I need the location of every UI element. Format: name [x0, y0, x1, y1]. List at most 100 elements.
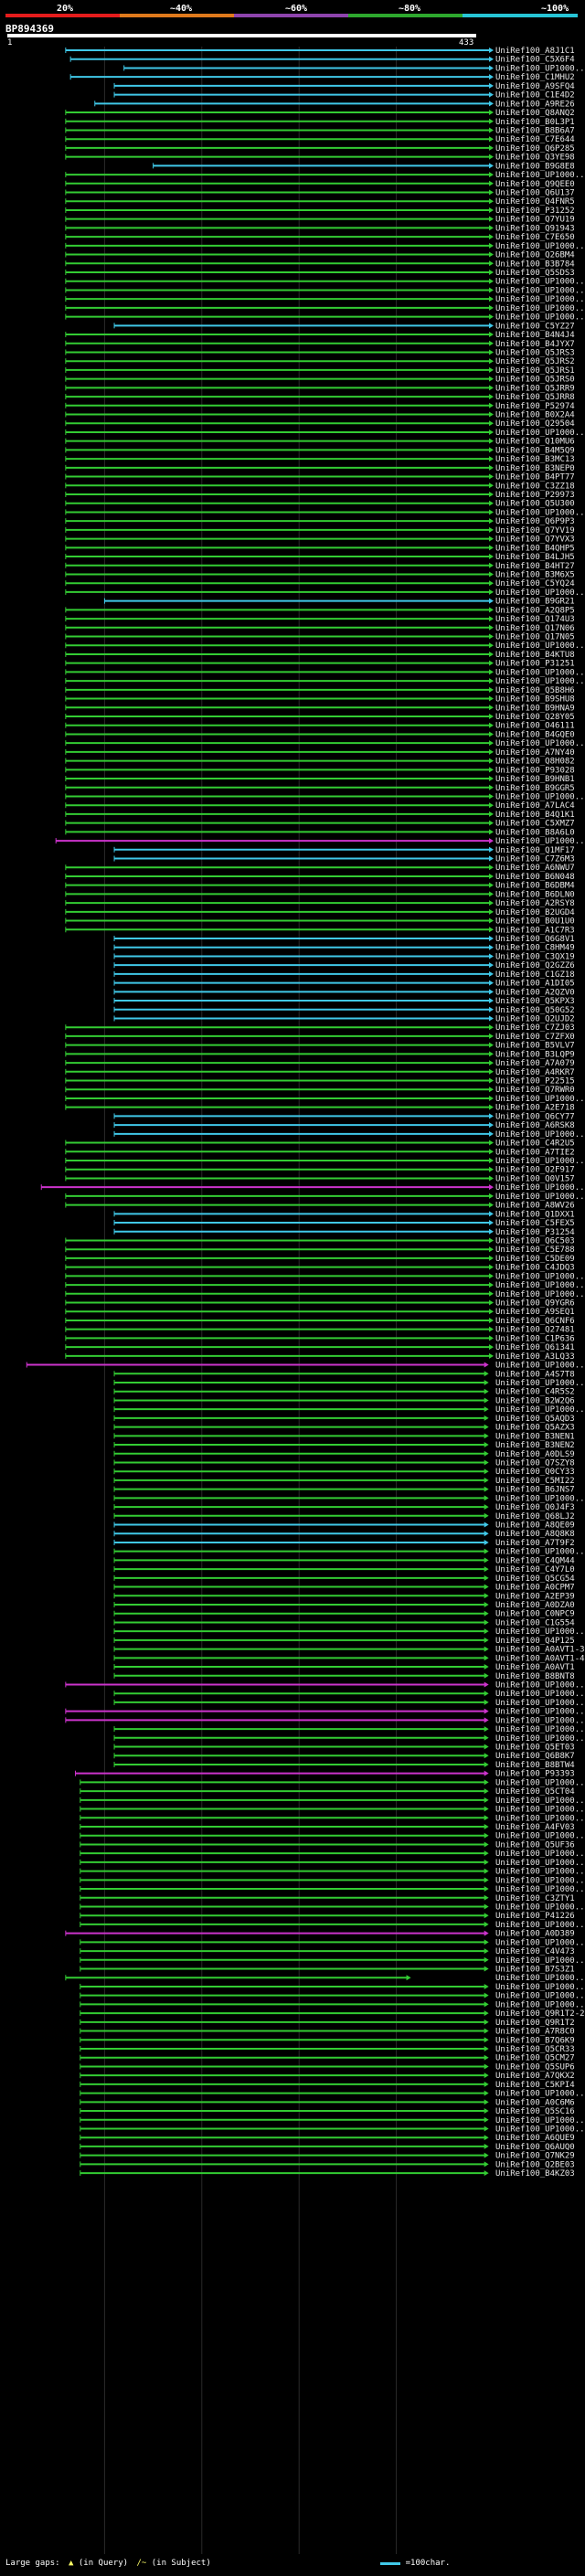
hit-label[interactable]: UniRef100_C4R2U5	[495, 1140, 575, 1149]
hit-label[interactable]: UniRef100_UP1000..	[495, 1716, 585, 1725]
hit-label[interactable]: UniRef100_Q6P9P3	[495, 517, 575, 526]
hit-label[interactable]: UniRef100_Q50G52	[495, 1006, 575, 1015]
hit-label[interactable]: UniRef100_C5DE09	[495, 1255, 575, 1264]
hit-label[interactable]: UniRef100_Q5UF36	[495, 1840, 575, 1850]
hit-label[interactable]: UniRef100_UP1000..	[495, 1876, 585, 1885]
hit-label[interactable]: UniRef100_UP1000..	[495, 1992, 585, 2001]
hit-label[interactable]: UniRef100_UP1000..	[495, 1778, 585, 1787]
hit-label[interactable]: UniRef100_Q10MU6	[495, 438, 575, 447]
hit-label[interactable]: UniRef100_UP1000..	[495, 1379, 585, 1388]
hit-label[interactable]: UniRef100_UP1000..	[495, 1974, 585, 1983]
hit-label[interactable]: UniRef100_UP1000..	[495, 1095, 585, 1104]
hit-label[interactable]: UniRef100_Q7YU19	[495, 216, 575, 225]
hit-label[interactable]: UniRef100_A2E718	[495, 1104, 575, 1113]
hit-label[interactable]: UniRef100_C7E650	[495, 233, 575, 242]
hit-label[interactable]: UniRef100_A7TIE2	[495, 1148, 575, 1157]
hit-label[interactable]: UniRef100_Q5JRS1	[495, 366, 575, 376]
hit-label[interactable]: UniRef100_B6DBM4	[495, 882, 575, 891]
hit-label[interactable]: UniRef100_O46111	[495, 722, 575, 731]
hit-label[interactable]: UniRef100_C4Y7L0	[495, 1565, 575, 1574]
hit-label[interactable]: UniRef100_Q0CY33	[495, 1468, 575, 1477]
hit-label[interactable]: UniRef100_Q28Y05	[495, 713, 575, 722]
hit-label[interactable]: UniRef100_A1DI05	[495, 980, 575, 989]
hit-label[interactable]: UniRef100_C5MI22	[495, 1477, 575, 1486]
hit-label[interactable]: UniRef100_A4FV03	[495, 1823, 575, 1832]
hit-label[interactable]: UniRef100_UP1000..	[495, 1859, 585, 1868]
hit-label[interactable]: UniRef100_B8B6A7	[495, 126, 575, 135]
hit-label[interactable]: UniRef100_Q7YVX3	[495, 535, 575, 545]
hit-label[interactable]: UniRef100_UP1000..	[495, 2090, 585, 2099]
hit-label[interactable]: UniRef100_A3LQ33	[495, 1352, 575, 1362]
hit-label[interactable]: UniRef100_C1E4D2	[495, 91, 575, 101]
hit-label[interactable]: UniRef100_A6NWU7	[495, 864, 575, 873]
hit-label[interactable]: UniRef100_B2UGD4	[495, 908, 575, 917]
hit-label[interactable]: UniRef100_UP1000..	[495, 792, 585, 801]
hit-label[interactable]: UniRef100_B4LJH5	[495, 553, 575, 562]
hit-label[interactable]: UniRef100_Q17N05	[495, 633, 575, 642]
hit-label[interactable]: UniRef100_Q5B8H6	[495, 686, 575, 695]
hit-label[interactable]: UniRef100_Q17N06	[495, 624, 575, 633]
hit-label[interactable]: UniRef100_P93393	[495, 1770, 575, 1779]
hit-label[interactable]: UniRef100_UP1000..	[495, 1868, 585, 1877]
hit-label[interactable]: UniRef100_C1P636	[495, 1334, 575, 1343]
hit-label[interactable]: UniRef100_Q5CT04	[495, 1787, 575, 1797]
hit-label[interactable]: UniRef100_B7S3Z1	[495, 1966, 575, 1975]
hit-label[interactable]: UniRef100_C4JDQ3	[495, 1264, 575, 1273]
hit-label[interactable]: UniRef100_C8HM49	[495, 944, 575, 953]
hit-label[interactable]: UniRef100_UP1000..	[495, 64, 585, 73]
hit-label[interactable]: UniRef100_A8J1C1	[495, 47, 575, 56]
hit-label[interactable]: UniRef100_B0L3P1	[495, 118, 575, 127]
hit-label[interactable]: UniRef100_UP1000..	[495, 295, 585, 304]
hit-label[interactable]: UniRef100_C4R5S2	[495, 1388, 575, 1397]
hit-label[interactable]: UniRef100_UP1000..	[495, 304, 585, 313]
hit-label[interactable]: UniRef100_C5XMZ7	[495, 820, 575, 829]
hit-label[interactable]: UniRef100_C7ZFX0	[495, 1033, 575, 1042]
hit-label[interactable]: UniRef100_UP1000..	[495, 2000, 585, 2009]
hit-label[interactable]: UniRef100_UP1000..	[495, 1885, 585, 1894]
hit-label[interactable]: UniRef100_UP1000..	[495, 1832, 585, 1841]
hit-label[interactable]: UniRef100_B9GR21	[495, 598, 575, 607]
hit-label[interactable]: UniRef100_UP1000..	[495, 1193, 585, 1202]
hit-label[interactable]: UniRef100_UP1000..	[495, 286, 585, 295]
hit-label[interactable]: UniRef100_A0CPM7	[495, 1584, 575, 1593]
hit-label[interactable]: UniRef100_UP1000..	[495, 1405, 585, 1415]
hit-label[interactable]: UniRef100_UP1000..	[495, 1983, 585, 1992]
hit-label[interactable]: UniRef100_B6DLN0	[495, 890, 575, 899]
hit-label[interactable]: UniRef100_A0DZA0	[495, 1601, 575, 1610]
hit-label[interactable]: UniRef100_Q4P125	[495, 1637, 575, 1646]
hit-label[interactable]: UniRef100_C7Z6M3	[495, 855, 575, 864]
hit-label[interactable]: UniRef100_Q29504	[495, 419, 575, 429]
hit-label[interactable]: UniRef100_UP1000..	[495, 1690, 585, 1699]
hit-label[interactable]: UniRef100_Q174U3	[495, 615, 575, 624]
hit-label[interactable]: UniRef100_Q9R1T2	[495, 2019, 575, 2028]
hit-label[interactable]: UniRef100_Q5ET03	[495, 1744, 575, 1753]
hit-label[interactable]: UniRef100_B3NEN1	[495, 1432, 575, 1441]
hit-label[interactable]: UniRef100_Q9YGR6	[495, 1299, 575, 1309]
hit-label[interactable]: UniRef100_Q5SDS3	[495, 269, 575, 278]
hit-label[interactable]: UniRef100_B4KTU8	[495, 651, 575, 660]
hit-label[interactable]: UniRef100_C5YZ27	[495, 322, 575, 331]
hit-label[interactable]: UniRef100_A2QZV0	[495, 988, 575, 997]
hit-label[interactable]: UniRef100_A4S7T8	[495, 1370, 575, 1379]
hit-label[interactable]: UniRef100_Q0J4F3	[495, 1503, 575, 1512]
hit-label[interactable]: UniRef100_UP1000..	[495, 1183, 585, 1193]
hit-label[interactable]: UniRef100_P29973	[495, 491, 575, 500]
hit-label[interactable]: UniRef100_UP1000..	[495, 2125, 585, 2134]
hit-label[interactable]: UniRef100_C7ZJ03	[495, 1023, 575, 1033]
hit-label[interactable]: UniRef100_B8A6L0	[495, 828, 575, 837]
hit-label[interactable]: UniRef100_A7A079	[495, 1059, 575, 1068]
hit-label[interactable]: UniRef100_UP1000..	[495, 641, 585, 651]
hit-label[interactable]: UniRef100_B4HT27	[495, 562, 575, 571]
hit-label[interactable]: UniRef100_A6RSK8	[495, 1121, 575, 1130]
hit-label[interactable]: UniRef100_UP1000..	[495, 1680, 585, 1690]
hit-label[interactable]: UniRef100_B4PT77	[495, 473, 575, 482]
hit-label[interactable]: UniRef100_Q5AZX3	[495, 1424, 575, 1433]
hit-label[interactable]: UniRef100_Q6CNF6	[495, 1317, 575, 1326]
hit-label[interactable]: UniRef100_A7R8C0	[495, 2028, 575, 2037]
hit-label[interactable]: UniRef100_A0AVT1-3	[495, 1646, 585, 1655]
hit-label[interactable]: UniRef100_UP1000..	[495, 278, 585, 287]
hit-label[interactable]: UniRef100_Q9QEE0	[495, 180, 575, 189]
hit-label[interactable]: UniRef100_Q2BE03	[495, 2160, 575, 2169]
hit-label[interactable]: UniRef100_B9HNA9	[495, 704, 575, 713]
hit-label[interactable]: UniRef100_C4V473	[495, 1947, 575, 1956]
